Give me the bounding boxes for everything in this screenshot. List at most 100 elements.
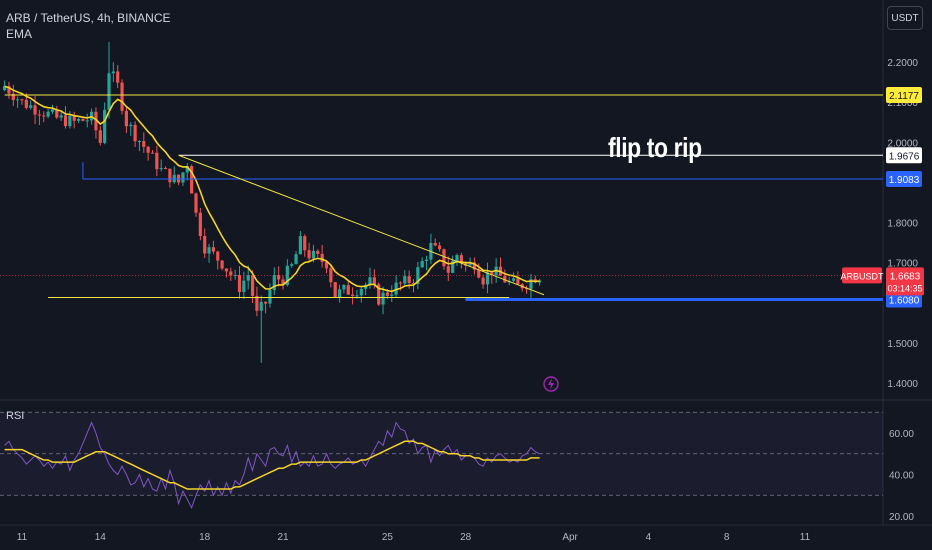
rsi-tick-label: 60.00 <box>889 429 914 440</box>
candles-group <box>3 41 542 363</box>
candle-body <box>481 277 485 285</box>
candle-body <box>342 285 346 290</box>
candle-body <box>351 294 355 296</box>
currency-button[interactable]: USDT <box>887 6 923 30</box>
candle-body <box>98 130 102 143</box>
candle-body <box>129 124 133 127</box>
candle-body <box>446 266 450 273</box>
last-price-value: 1.6683 <box>890 271 921 282</box>
candle-body <box>72 115 76 121</box>
time-tick-label: Apr <box>562 532 578 543</box>
price-axis-value: 1.9676 <box>889 151 920 162</box>
candle-body <box>24 99 28 108</box>
candle-body <box>337 289 342 298</box>
candle-body <box>224 268 229 272</box>
candle-body <box>281 279 285 285</box>
candle-body <box>268 289 272 304</box>
candle-body <box>55 109 59 118</box>
candle-body <box>68 115 72 127</box>
symbol-title[interactable]: ARB / TetherUS, 4h, BINANCE <box>6 11 171 25</box>
last-price-label <box>886 267 924 296</box>
candle-body <box>237 274 242 293</box>
alert-bolt-icon <box>548 378 554 390</box>
candle-body <box>29 105 33 108</box>
rsi-pane-label[interactable]: RSI <box>6 410 25 422</box>
candle-body <box>111 71 115 74</box>
price-axis-label-blue <box>886 291 922 308</box>
candle-body <box>120 82 124 111</box>
candle-body <box>11 93 15 101</box>
candle-body <box>320 253 324 262</box>
candle-body <box>468 262 472 266</box>
rsi-ma-line <box>4 440 540 490</box>
candle-body <box>303 236 307 251</box>
price-tick-label: 1.8000 <box>887 219 918 230</box>
candle-body <box>150 152 155 154</box>
candle-body <box>85 120 89 122</box>
candle-body <box>163 168 168 170</box>
candle-body <box>285 265 289 285</box>
candle-body <box>50 109 55 112</box>
candle-body <box>438 245 442 250</box>
candle-body <box>485 272 490 285</box>
candle-body <box>220 260 224 269</box>
candle-body <box>168 168 172 183</box>
time-tick-label: 21 <box>277 532 289 543</box>
candle-body <box>398 282 403 284</box>
symbol-tag-label: ARBUSDT <box>840 271 884 281</box>
time-tick-label: 4 <box>646 532 652 543</box>
ema-line <box>4 85 540 293</box>
candle-body <box>250 275 255 296</box>
candle-body <box>246 275 250 281</box>
candle-body <box>359 288 363 296</box>
candle-body <box>137 141 142 143</box>
time-tick-label: 28 <box>460 532 472 543</box>
candle-body <box>459 255 463 264</box>
candle-body <box>424 259 429 262</box>
time-tick-label: 8 <box>724 532 730 543</box>
time-tick-label: 18 <box>199 532 211 543</box>
candle-body <box>42 115 46 117</box>
candle-body <box>146 146 150 153</box>
candle-body <box>172 174 176 183</box>
candle-body <box>516 278 520 285</box>
price-tick-label: 1.7000 <box>887 259 918 270</box>
candle-body <box>472 262 476 270</box>
candle-body <box>455 255 459 262</box>
indicator-label[interactable]: EMA <box>6 27 33 41</box>
candle-body <box>46 111 50 117</box>
candle-body <box>255 295 259 311</box>
candle-body <box>311 250 316 259</box>
candle-body <box>403 276 407 284</box>
candle-body <box>81 119 85 121</box>
symbol-tag <box>842 267 882 284</box>
candle-body <box>116 71 120 83</box>
candle-body <box>185 166 189 173</box>
candle-body <box>298 236 302 255</box>
trend-line <box>178 154 545 296</box>
rsi-tick-label: 20.00 <box>889 512 914 523</box>
candle-body <box>372 277 376 285</box>
bar-countdown: 03:14:35 <box>887 283 922 293</box>
candle-body <box>229 271 233 276</box>
candle-body <box>63 115 68 127</box>
candle-body <box>33 105 37 115</box>
candle-body <box>529 279 533 289</box>
legend-header: ARB / TetherUS, 4h, BINANCE EMA <box>6 10 171 42</box>
time-tick-label: 11 <box>800 532 811 543</box>
candle-body <box>277 275 281 280</box>
candle-body <box>368 277 372 285</box>
text-annotation[interactable]: flip to rip <box>608 132 702 163</box>
candle-body <box>198 212 202 237</box>
price-axis-label-white <box>886 147 922 164</box>
candle-body <box>333 282 337 298</box>
candle-body <box>76 119 81 121</box>
candle-body <box>159 168 163 170</box>
candle-body <box>211 247 215 252</box>
price-tick-label: 2.1000 <box>887 98 918 109</box>
candle-body <box>490 272 494 276</box>
price-axis-value: 2.1177 <box>889 91 919 102</box>
candle-body <box>272 275 276 290</box>
